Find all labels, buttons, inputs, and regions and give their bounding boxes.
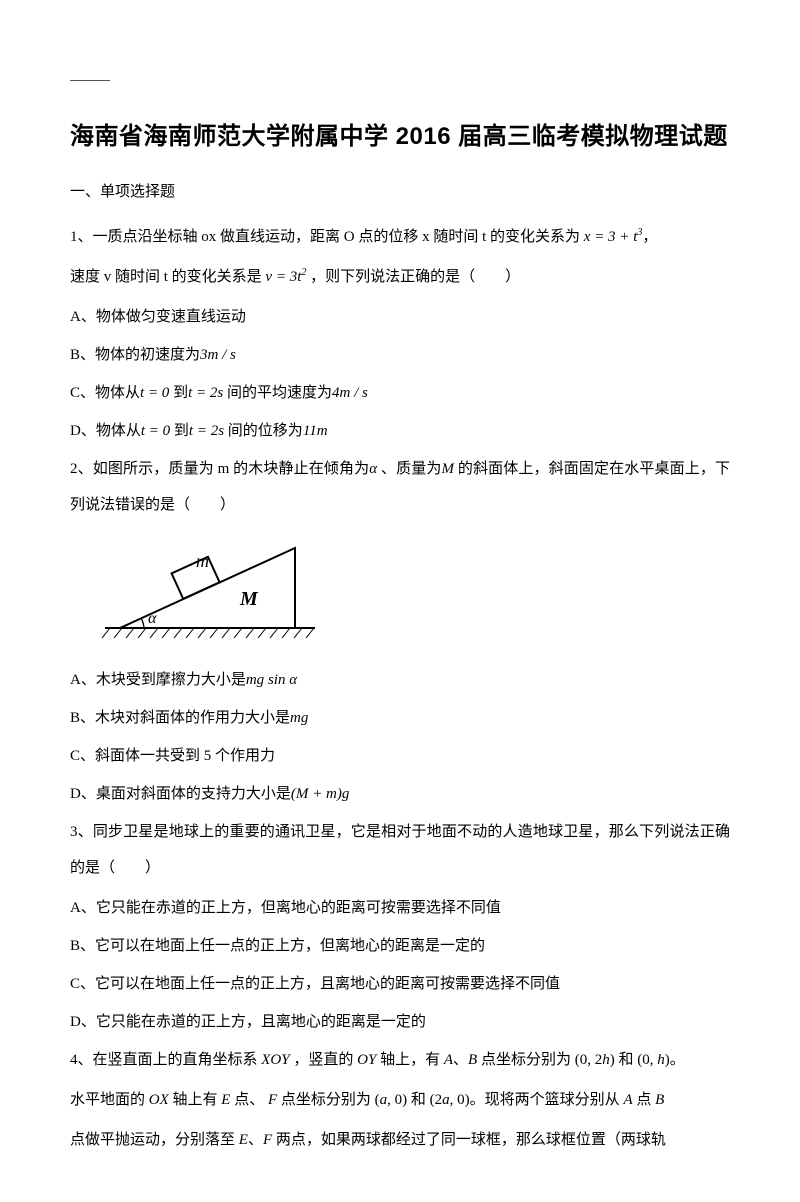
q4-t8: 轴上有 bbox=[173, 1092, 218, 1108]
q2-figure: m M α bbox=[100, 533, 730, 648]
q4-c2: (0, h) bbox=[637, 1052, 670, 1068]
q4-t6: 。 bbox=[670, 1052, 685, 1068]
q4-t2: ，竖直的 bbox=[293, 1052, 353, 1068]
q1-text-4: ，则下列说法正确的是（ ） bbox=[310, 269, 520, 285]
page: 海南省海南师范大学附属中学 2016 届高三临考模拟物理试题 一、单项选择题 1… bbox=[0, 0, 800, 1202]
q4-t4: 、 bbox=[453, 1052, 468, 1068]
q2-t1: 2、如图所示，质量为 m 的木块静止在倾角为 bbox=[70, 461, 369, 477]
q1-c-mid: 到 bbox=[173, 385, 188, 401]
q4-ox: OX bbox=[149, 1092, 169, 1108]
q4-xoy: XOY bbox=[261, 1052, 289, 1068]
q1-text-1: 1、一质点沿坐标轴 ox 做直线运动，距离 O 点的位移 x 随时间 t 的变化… bbox=[70, 229, 580, 245]
q1-text-3: 速度 v 随时间 t 的变化关系是 bbox=[70, 269, 262, 285]
q4-F2: F bbox=[263, 1132, 272, 1148]
q2-b-pre: B、木块对斜面体的作用力大小是 bbox=[70, 710, 290, 726]
q1-c-pre: C、物体从 bbox=[70, 385, 140, 401]
q4-and2: 和 bbox=[411, 1092, 426, 1108]
q1-d-m1: t = 0 bbox=[141, 423, 170, 439]
exam-title: 海南省海南师范大学附属中学 2016 届高三临考模拟物理试题 bbox=[70, 121, 730, 152]
label-m: m bbox=[196, 551, 209, 571]
label-alpha: α bbox=[148, 610, 157, 627]
q1-stem-2: 速度 v 随时间 t 的变化关系是 v = 3t2 ，则下列说法正确的是（ ） bbox=[70, 259, 730, 295]
q4-A2: A bbox=[623, 1092, 632, 1108]
q1-option-b: B、物体的初速度为3m / s bbox=[70, 337, 730, 373]
q1-eq2: v = 3t2 bbox=[265, 269, 306, 285]
q1-c-post: 间的平均速度为 bbox=[227, 385, 332, 401]
incline-diagram: m M α bbox=[100, 533, 320, 643]
q1-c-m3: 4m / s bbox=[332, 385, 368, 401]
q4-t13: 点做平抛运动，分别落至 bbox=[70, 1132, 235, 1148]
q4-t3: 轴上，有 bbox=[380, 1052, 440, 1068]
q3-option-d: D、它只能在赤道的正上方，且离地心的距离是一定的 bbox=[70, 1004, 730, 1040]
q2-option-c: C、斜面体一共受到 5 个作用力 bbox=[70, 738, 730, 774]
q3-option-a: A、它只能在赤道的正上方，但离地心的距离可按需要选择不同值 bbox=[70, 890, 730, 926]
q1-stem: 1、一质点沿坐标轴 ox 做直线运动，距离 O 点的位移 x 随时间 t 的变化… bbox=[70, 219, 730, 255]
q1-eq1: x = 3 + t3 bbox=[584, 229, 643, 245]
q4-t10: 点坐标分别为 bbox=[281, 1092, 371, 1108]
q1-d-mid: 到 bbox=[174, 423, 189, 439]
q1-option-a: A、物体做匀变速直线运动 bbox=[70, 299, 730, 335]
q4-E: E bbox=[221, 1092, 230, 1108]
q4-F: F bbox=[268, 1092, 277, 1108]
q1-text-2: ， bbox=[642, 229, 657, 245]
q2-stem: 2、如图所示，质量为 m 的木块静止在倾角为α 、质量为M 的斜面体上，斜面固定… bbox=[70, 451, 730, 523]
q2-b-math: mg bbox=[290, 710, 308, 726]
q4-t5: 点坐标分别为 bbox=[481, 1052, 571, 1068]
q4-B2: B bbox=[655, 1092, 664, 1108]
section-1-heading: 一、单项选择题 bbox=[70, 180, 730, 201]
q2-d-pre: D、桌面对斜面体的支持力大小是 bbox=[70, 786, 291, 802]
q2-M: M bbox=[442, 461, 455, 477]
ground-hatch bbox=[102, 628, 314, 638]
q3-option-b: B、它可以在地面上任一点的正上方，但离地心的距离是一定的 bbox=[70, 928, 730, 964]
q4-t15: 两点，如果两球都经过了同一球框，那么球框位置（两球轨 bbox=[276, 1132, 666, 1148]
q1-c-m2: t = 2s bbox=[188, 385, 223, 401]
q4-stem-1: 4、在竖直面上的直角坐标系 XOY ，竖直的 OY 轴上，有 A、B 点坐标分别… bbox=[70, 1042, 730, 1078]
q2-t2: 、质量为 bbox=[381, 461, 442, 477]
q2-alpha: α bbox=[369, 461, 377, 477]
q1-d-pre: D、物体从 bbox=[70, 423, 141, 439]
q1-d-post: 间的位移为 bbox=[228, 423, 303, 439]
q1-option-c: C、物体从t = 0 到t = 2s 间的平均速度为4m / s bbox=[70, 375, 730, 411]
q4-t14: 、 bbox=[248, 1132, 263, 1148]
q2-a-math: mg sin α bbox=[246, 672, 297, 688]
q4-A: A bbox=[444, 1052, 453, 1068]
q4-c4: (2a, 0) bbox=[430, 1092, 470, 1108]
q4-t1: 4、在竖直面上的直角坐标系 bbox=[70, 1052, 258, 1068]
q1-b-pre: B、物体的初速度为 bbox=[70, 347, 200, 363]
q4-t7: 水平地面的 bbox=[70, 1092, 145, 1108]
q4-t9: 点、 bbox=[234, 1092, 264, 1108]
q2-a-pre: A、木块受到摩擦力大小是 bbox=[70, 672, 246, 688]
q4-oy: OY bbox=[357, 1052, 376, 1068]
q2-option-d: D、桌面对斜面体的支持力大小是(M + m)g bbox=[70, 776, 730, 812]
q4-B: B bbox=[468, 1052, 477, 1068]
q4-E2: E bbox=[239, 1132, 248, 1148]
q1-d-m3: 11m bbox=[303, 423, 328, 439]
q4-t11: 。现将两个篮球分别从 bbox=[470, 1092, 620, 1108]
q1-b-math: 3m / s bbox=[200, 347, 236, 363]
q4-stem-2: 水平地面的 OX 轴上有 E 点、 F 点坐标分别为 (a, 0) 和 (2a,… bbox=[70, 1082, 730, 1118]
q4-and: 和 bbox=[618, 1052, 633, 1068]
q4-c3: (a, 0) bbox=[375, 1092, 408, 1108]
q1-d-m2: t = 2s bbox=[189, 423, 224, 439]
q1-c-m1: t = 0 bbox=[140, 385, 169, 401]
q4-c1: (0, 2h) bbox=[575, 1052, 615, 1068]
label-M: M bbox=[239, 588, 259, 610]
q1-option-d: D、物体从t = 0 到t = 2s 间的位移为11m bbox=[70, 413, 730, 449]
q3-stem: 3、同步卫星是地球上的重要的通讯卫星，它是相对于地面不动的人造地球卫星，那么下列… bbox=[70, 814, 730, 886]
q2-option-a: A、木块受到摩擦力大小是mg sin α bbox=[70, 662, 730, 698]
top-rule bbox=[70, 80, 110, 81]
q3-option-c: C、它可以在地面上任一点的正上方，且离地心的距离可按需要选择不同值 bbox=[70, 966, 730, 1002]
q4-t12: 点 bbox=[636, 1092, 651, 1108]
q2-option-b: B、木块对斜面体的作用力大小是mg bbox=[70, 700, 730, 736]
q2-d-math: (M + m)g bbox=[291, 786, 349, 802]
q4-stem-3: 点做平抛运动，分别落至 E、F 两点，如果两球都经过了同一球框，那么球框位置（两… bbox=[70, 1122, 730, 1158]
